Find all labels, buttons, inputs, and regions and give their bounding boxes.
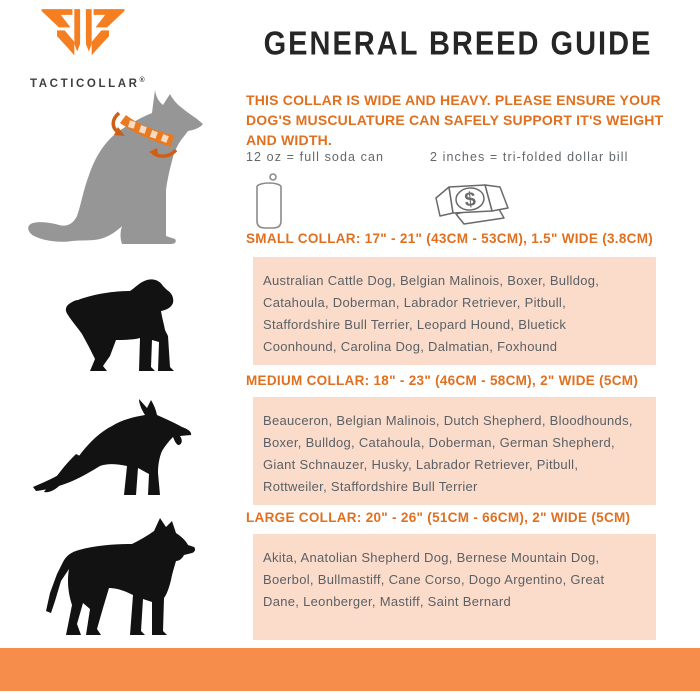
width-comparison-label: 2 inches = tri-folded dollar bill — [430, 150, 629, 164]
large-collar-breed-list: Akita, Anatolian Shepherd Dog, Bernese M… — [253, 534, 656, 640]
soda-can-icon — [256, 173, 282, 229]
svg-text:$: $ — [463, 188, 476, 211]
warning-text: THIS COLLAR IS WIDE AND HEAVY. PLEASE EN… — [246, 90, 676, 150]
width-comparison: 2 inches = tri-folded dollar bill $ — [430, 150, 670, 230]
weight-comparison-label: 12 oz = full soda can — [246, 150, 385, 164]
collar-band-icon — [111, 111, 178, 158]
page-title: GENERAL BREED GUIDE — [263, 26, 653, 63]
boxer-silhouette — [65, 279, 174, 371]
registered-mark: ® — [139, 77, 145, 84]
warning-line: DOG'S MUSCULATURE CAN SAFELY SUPPORT IT'… — [246, 112, 664, 128]
brand-name-text: TACTICOLLAR — [30, 77, 140, 90]
warning-line: AND WIDTH. — [246, 132, 332, 148]
brand-name: TACTICOLLAR® — [30, 77, 190, 90]
small-collar-breed-list: Australian Cattle Dog, Belgian Malinois,… — [253, 257, 656, 365]
dollar-bill-icon: $ — [435, 184, 509, 225]
pitbull-with-collar-silhouette — [28, 90, 204, 244]
large-collar-header: LARGE COLLAR: 20" - 26" (51CM - 66CM), 2… — [246, 510, 631, 525]
medium-collar-breed-list: Beauceron, Belgian Malinois, Dutch Sheph… — [253, 397, 656, 505]
german-shepherd-silhouette — [33, 399, 192, 495]
tacticollar-logo-icon — [41, 9, 125, 56]
warning-line: THIS COLLAR IS WIDE AND HEAVY. PLEASE EN… — [246, 92, 661, 108]
small-collar-header: SMALL COLLAR: 17" - 21" (43CM - 53CM), 1… — [246, 231, 654, 246]
weight-comparison: 12 oz = full soda can — [246, 150, 430, 230]
great-dane-silhouette — [46, 518, 196, 635]
footer-accent-bar — [0, 648, 700, 691]
size-comparison-row: 12 oz = full soda can 2 inches = tri-fol… — [246, 150, 670, 230]
medium-collar-header: MEDIUM COLLAR: 18" - 23" (46CM - 58CM), … — [246, 373, 639, 388]
